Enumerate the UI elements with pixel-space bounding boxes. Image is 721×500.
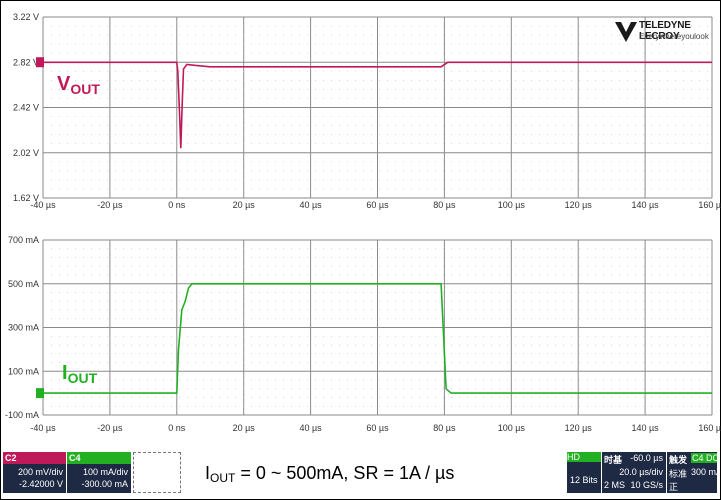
c2-channel-chip[interactable]: C2 200 mV/div -2.42000 V <box>3 452 66 493</box>
timebase-rate: 10 GS/s <box>630 480 663 490</box>
test-condition-caption: IOUT = 0 ~ 500mA, SR = 1A / µs <box>205 463 455 485</box>
y-tick-label: -100 mA <box>5 410 39 420</box>
timebase-chip[interactable]: 时基 -60.0 µs 20.0 µs/div 2 MS 10 GS/s <box>602 452 666 493</box>
c2-label: C2 <box>3 452 66 464</box>
y-tick-label: 2.42 V <box>13 103 39 113</box>
x-tick-label: -20 µs <box>97 423 123 433</box>
hd-label: HD <box>567 452 601 462</box>
x-tick-label: -40 µs <box>30 200 56 210</box>
x-tick-label: 80 µs <box>433 200 456 210</box>
teledyne-lecroy-logo: TELEDYNE LECROY Everywhereyoulook <box>615 18 715 52</box>
trigger-level: 300 mA <box>691 467 717 477</box>
y-tick-label: 500 mA <box>8 279 39 289</box>
ground-marker <box>36 57 44 68</box>
trigger-slope: 正 <box>669 482 679 492</box>
x-tick-label: 140 µs <box>631 423 659 433</box>
x-tick-label: 40 µs <box>299 200 322 210</box>
x-tick-label: 80 µs <box>433 423 456 433</box>
trigger-channel: C4 DC <box>691 453 717 463</box>
status-bar: C2 200 mV/div -2.42000 V C4 100 mA/div -… <box>3 450 717 496</box>
x-tick-label: 100 µs <box>498 423 526 433</box>
y-tick-label: 3.22 V <box>13 12 39 22</box>
y-tick-label: 700 mA <box>8 235 39 245</box>
trace-line <box>43 282 712 394</box>
y-tick-label: 1.62 V <box>13 193 39 203</box>
x-tick-label: 0 ns <box>168 200 186 210</box>
x-tick-label: 120 µs <box>565 423 593 433</box>
timebase-label: 时基 <box>604 455 623 465</box>
y-tick-label: 100 mA <box>8 366 39 376</box>
x-tick-label: 160 µs <box>698 423 721 433</box>
oscilloscope-display: 3.22 V2.82 V2.42 V2.02 V1.62 V-40 µs -20 … <box>5 12 721 433</box>
x-tick-label: 120 µs <box>565 200 593 210</box>
timebase-offset: -60.0 µs <box>630 453 663 463</box>
x-tick-label: 40 µs <box>299 423 322 433</box>
x-tick-label: 140 µs <box>631 200 659 210</box>
timebase-div: 20.0 µs/div <box>619 467 663 477</box>
c4-offset: -300.00 mA <box>81 479 128 489</box>
y-tick-label: 2.82 V <box>13 57 39 67</box>
trigger-label: 触发 <box>669 455 688 465</box>
x-tick-label: 20 µs <box>233 423 256 433</box>
x-tick-label: -40 µs <box>30 423 56 433</box>
trigger-mode: 标准 <box>669 469 688 479</box>
c4-channel-chip[interactable]: C4 100 mA/div -300.00 mA <box>67 452 131 493</box>
c2-offset: -2.42000 V <box>18 479 63 489</box>
c2-scale: 200 mV/div <box>17 467 63 477</box>
x-tick-label: -20 µs <box>97 200 123 210</box>
lecroy-tri-icon <box>615 22 637 42</box>
timebase-points: 2 MS <box>604 480 626 490</box>
x-tick-label: 60 µs <box>366 423 389 433</box>
ground-marker <box>36 388 44 399</box>
hd-chip[interactable]: HD 12 Bits <box>567 452 601 493</box>
c4-label: C4 <box>67 452 131 464</box>
y-tick-label: 2.02 V <box>13 148 39 158</box>
trigger-chip[interactable]: 触发 C4 DC 标准 300 mA 正 <box>667 452 717 493</box>
x-tick-label: 60 µs <box>366 200 389 210</box>
bits-value: 12 Bits <box>570 475 598 485</box>
y-tick-label: 300 mA <box>8 323 39 333</box>
iout-annotation: IOUT <box>62 362 98 386</box>
x-tick-label: 100 µs <box>498 200 526 210</box>
logo-brand: TELEDYNE LECROY <box>639 20 691 42</box>
c4-scale: 100 mA/div <box>82 467 128 477</box>
trace-line <box>43 61 712 149</box>
x-tick-label: 0 ns <box>168 423 186 433</box>
empty-slot <box>133 452 181 493</box>
x-tick-label: 20 µs <box>233 200 256 210</box>
x-tick-label: 160 µs <box>698 200 721 210</box>
logo-tagline: Everywhereyoulook <box>639 32 709 41</box>
vout-annotation: VOUT <box>57 73 100 97</box>
